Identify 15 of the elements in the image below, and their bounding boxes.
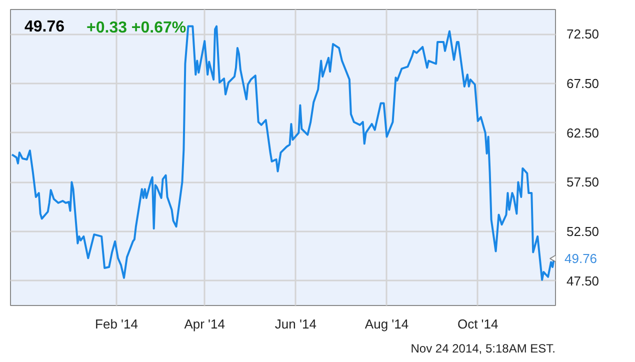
annotation: 49.76 xyxy=(564,251,598,266)
x-tick-label: Jun '14 xyxy=(274,316,316,332)
text: 49.76 xyxy=(24,18,65,36)
text: Nov 24 2014, 5:18AM EST. xyxy=(410,342,556,356)
x-tick-label: Oct '14 xyxy=(457,316,498,332)
y-tick-label: 57.50 xyxy=(566,174,600,190)
y-tick-label: 62.50 xyxy=(566,125,600,140)
y-tick-label: 67.50 xyxy=(566,76,600,91)
y-tick-label: 72.50 xyxy=(566,26,600,42)
x-tick-label: Aug '14 xyxy=(364,316,409,332)
y-tick-label: 52.50 xyxy=(566,224,600,239)
y-tick-label: 47.50 xyxy=(566,273,600,288)
text: +0.33 +0.67% xyxy=(86,20,186,36)
x-tick-label: Feb '14 xyxy=(95,316,138,332)
x-tick-label: Apr '14 xyxy=(184,316,226,332)
